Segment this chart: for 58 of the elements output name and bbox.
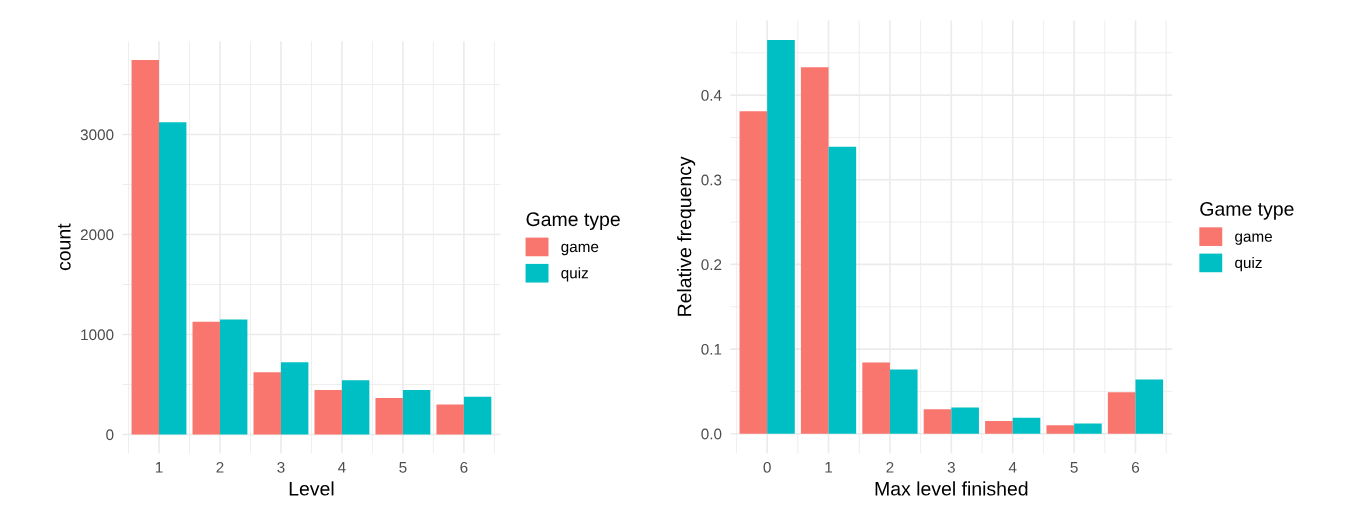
x-tick-label: 2 [216,461,224,473]
bar [828,146,857,434]
bar [889,369,918,434]
bar [862,362,890,434]
bar [923,409,952,434]
bar [436,404,464,435]
y-tick-label: 0.1 [701,343,722,355]
bar [1107,392,1136,434]
x-tick-label: 4 [1008,462,1017,473]
y-tick-label: 3000 [80,129,114,141]
bar [280,362,309,435]
bar [131,59,159,435]
bar [402,390,431,435]
x-tick-label: 1 [155,462,163,473]
x-tick-label: 4 [338,462,346,473]
y-tick-label: 2000 [80,229,114,241]
x-tick-label: 5 [1070,462,1078,473]
bar [1012,417,1041,434]
y-axis-title: Relative frequency [677,156,696,316]
bar [314,390,342,435]
x-tick-label: 3 [277,461,285,473]
bar [341,380,370,435]
x-tick-label: 6 [1132,461,1140,473]
bar [1074,423,1102,434]
legend-label: game [1235,233,1273,245]
x-tick-label: 3 [947,461,955,473]
x-tick-label: 6 [460,461,468,473]
x-tick-label: 0 [763,461,771,473]
bar [219,319,248,435]
x-axis-title: Level [289,481,334,496]
bar [951,407,979,434]
bar [253,372,281,435]
y-axis-title: count [57,223,71,271]
legend-title: Game type [526,212,620,230]
legend-label: game [561,243,599,256]
bar [192,321,220,435]
x-axis-title: Max level finished [875,481,1028,496]
bar [767,40,795,434]
y-tick-label: 0.4 [701,89,722,101]
bar [158,122,187,435]
bar [739,111,768,434]
bar [1046,425,1075,434]
y-tick-label: 0.3 [701,174,722,186]
x-tick-label: 5 [399,462,407,473]
legend-title: Game type [1200,202,1294,220]
bar [985,421,1013,434]
y-tick-label: 0 [106,429,114,441]
bar [463,396,492,435]
x-tick-label: 2 [886,461,894,473]
bar [800,67,829,434]
y-tick-label: 1000 [81,329,114,341]
bar [1135,379,1164,434]
legend-label: quiz [561,267,588,282]
bar [375,397,403,435]
x-tick-label: 1 [825,462,833,473]
y-tick-label: 0.2 [701,259,722,271]
y-tick-label: 0.0 [701,428,722,440]
legend-label: quiz [1235,256,1262,272]
